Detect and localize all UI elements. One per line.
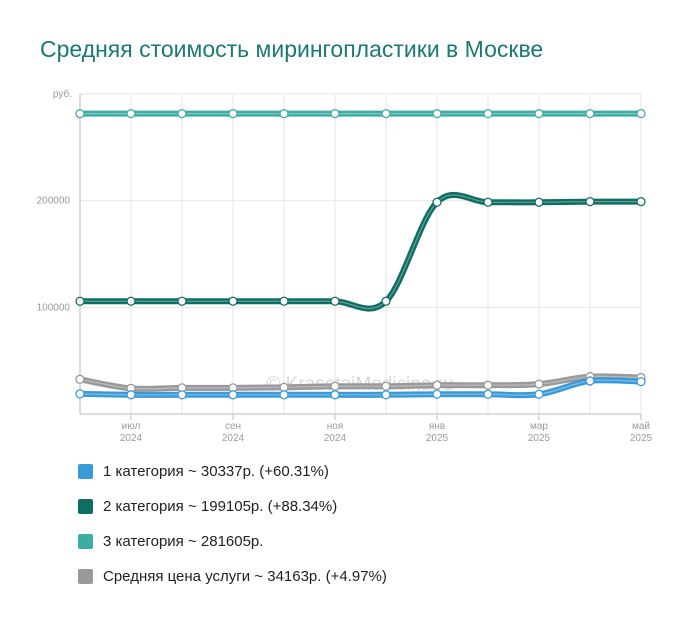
data-point — [279, 390, 289, 400]
x-tick-label-month: сен — [225, 421, 241, 432]
data-point — [177, 296, 187, 306]
x-tick-label-year: 2024 — [324, 433, 347, 444]
data-point — [381, 108, 391, 119]
data-point — [279, 108, 289, 119]
data-point — [585, 108, 595, 119]
x-tick-label-month: ноя — [327, 421, 344, 432]
data-point — [483, 108, 493, 119]
data-point — [432, 380, 442, 390]
x-tick-label-year: 2025 — [528, 433, 551, 444]
x-tick-label-year: 2025 — [630, 433, 653, 444]
data-point — [585, 196, 595, 207]
data-point — [330, 108, 340, 119]
data-point — [330, 296, 340, 306]
data-point — [432, 389, 442, 399]
legend-item-1[interactable]: 1 категория ~ 30337р. (+60.31%) — [78, 462, 387, 480]
series-line-2 — [77, 191, 644, 312]
legend-label-1: 1 категория ~ 30337р. (+60.31%) — [103, 462, 329, 480]
data-point — [228, 296, 238, 306]
data-point — [636, 108, 646, 119]
legend-item-2[interactable]: 2 категория ~ 199105р. (+88.34%) — [78, 497, 387, 515]
data-point — [177, 390, 187, 400]
data-point — [177, 108, 187, 119]
line-chart: 100000200000руб.июл2024сен2024ноя2024янв… — [37, 88, 653, 444]
data-point — [330, 390, 340, 400]
data-point — [381, 296, 391, 306]
chart-title: Средняя стоимость мирингопластики в Моск… — [40, 36, 544, 62]
data-point — [75, 108, 85, 119]
legend-swatch-1 — [78, 463, 93, 479]
data-point — [483, 389, 493, 399]
y-unit-label: руб. — [53, 88, 72, 100]
x-tick-label-month: июл — [122, 421, 141, 432]
legend-label-2: 2 категория ~ 199105р. (+88.34%) — [103, 497, 338, 515]
data-point — [636, 376, 646, 387]
data-point — [534, 197, 544, 207]
legend-item-4[interactable]: Средняя цена услуги ~ 34163р. (+4.97%) — [78, 567, 387, 585]
legend-item-3[interactable]: 3 категория ~ 281605р. — [78, 532, 387, 550]
data-point — [330, 381, 340, 391]
legend-label-3: 3 категория ~ 281605р. — [103, 532, 264, 550]
data-point — [432, 108, 442, 119]
data-point — [636, 196, 646, 207]
data-point — [483, 380, 493, 390]
grid — [79, 93, 642, 414]
data-point — [585, 376, 595, 386]
y-tick-label: 200000 — [37, 196, 71, 207]
legend-label-4: Средняя цена услуги ~ 34163р. (+4.97%) — [103, 567, 387, 585]
data-point — [381, 381, 391, 391]
x-tick-label-year: 2024 — [222, 433, 245, 444]
data-point — [126, 108, 136, 119]
data-point — [534, 389, 544, 399]
data-point — [126, 296, 136, 306]
data-point — [483, 197, 493, 207]
data-point — [126, 390, 136, 400]
legend-swatch-3 — [78, 533, 93, 549]
series-line-highlight-2 — [80, 194, 642, 310]
data-point — [534, 108, 544, 119]
x-tick-label-month: май — [632, 421, 650, 432]
x-tick-label-month: мар — [530, 421, 548, 432]
data-point — [279, 382, 289, 392]
data-point — [279, 296, 289, 306]
data-point — [432, 197, 442, 207]
x-tick-label-year: 2025 — [426, 433, 449, 444]
y-tick-label: 100000 — [37, 302, 71, 313]
legend-swatch-2 — [78, 498, 93, 514]
data-point — [75, 374, 85, 384]
data-point — [228, 390, 238, 400]
legend-swatch-4 — [78, 568, 93, 584]
data-point — [228, 108, 238, 119]
data-point — [75, 389, 85, 399]
x-tick-label-month: янв — [429, 421, 445, 432]
series-lines — [77, 110, 644, 399]
x-tick-label-year: 2024 — [120, 433, 143, 444]
axes: 100000200000руб.июл2024сен2024ноя2024янв… — [37, 88, 653, 444]
data-point — [75, 296, 85, 306]
data-points — [75, 108, 646, 400]
legend: 1 категория ~ 30337р. (+60.31%) 2 катего… — [78, 462, 387, 602]
data-point — [534, 379, 544, 389]
data-point — [381, 390, 391, 400]
